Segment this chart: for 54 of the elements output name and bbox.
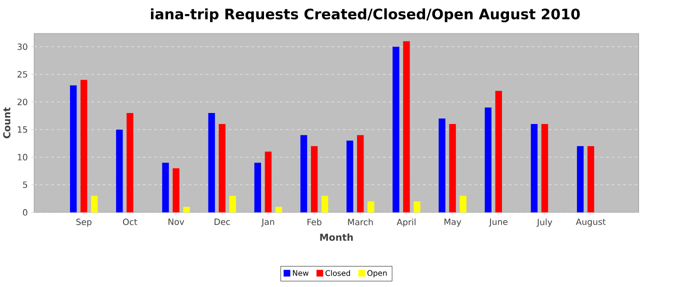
bar	[275, 206, 282, 212]
bar	[116, 130, 123, 212]
bar	[70, 85, 77, 212]
bar	[264, 152, 272, 212]
bar	[346, 140, 354, 212]
chart-title: iana-trip Requests Created/Closed/Open August 2010	[150, 8, 580, 22]
bar	[172, 168, 180, 212]
bar	[162, 162, 169, 212]
bar	[310, 146, 318, 212]
x-axis-title: Month	[320, 233, 353, 241]
bar	[392, 46, 400, 212]
bar	[321, 196, 328, 212]
bar	[414, 201, 420, 212]
bar	[126, 112, 134, 212]
x-tick-label: August	[576, 218, 606, 227]
bar	[438, 118, 446, 212]
bar	[208, 112, 215, 212]
y-tick-label: 5	[23, 182, 28, 188]
x-tick-label: Feb	[308, 218, 322, 226]
x-tick-label: March	[348, 218, 373, 226]
bar	[449, 124, 456, 212]
bar	[587, 146, 594, 212]
y-tick-label: 30	[18, 43, 28, 50]
bar	[484, 107, 492, 212]
bar	[300, 135, 308, 212]
bar	[80, 80, 88, 212]
x-tick-label: April	[396, 218, 416, 227]
bar	[495, 90, 502, 212]
bar	[530, 124, 538, 212]
bar	[218, 124, 226, 212]
x-tick-label: May	[444, 218, 462, 227]
x-tick-label: Nov	[168, 218, 184, 226]
x-tick-label: Dec	[214, 218, 230, 226]
y-tick-label: 0	[22, 209, 28, 216]
bar	[368, 201, 374, 212]
bar	[541, 124, 548, 212]
bar	[403, 41, 410, 212]
bar	[460, 196, 466, 212]
y-tick-label: 15	[18, 126, 28, 133]
bar	[254, 162, 262, 212]
bar	[357, 135, 364, 212]
x-tick-label: June	[488, 218, 508, 227]
y-tick-label: 20	[18, 98, 28, 106]
bar	[229, 196, 236, 212]
bar	[576, 146, 584, 212]
y-axis-title: Count	[3, 107, 10, 138]
bar	[91, 196, 98, 212]
x-tick-label: Jan	[261, 218, 274, 227]
x-tick-label: Sep	[76, 218, 92, 227]
x-tick-label: July	[536, 218, 552, 227]
bar	[183, 206, 190, 212]
x-tick-label: Oct	[123, 218, 138, 226]
y-tick-label: 10	[18, 154, 28, 160]
y-tick-label: 25	[18, 71, 28, 78]
